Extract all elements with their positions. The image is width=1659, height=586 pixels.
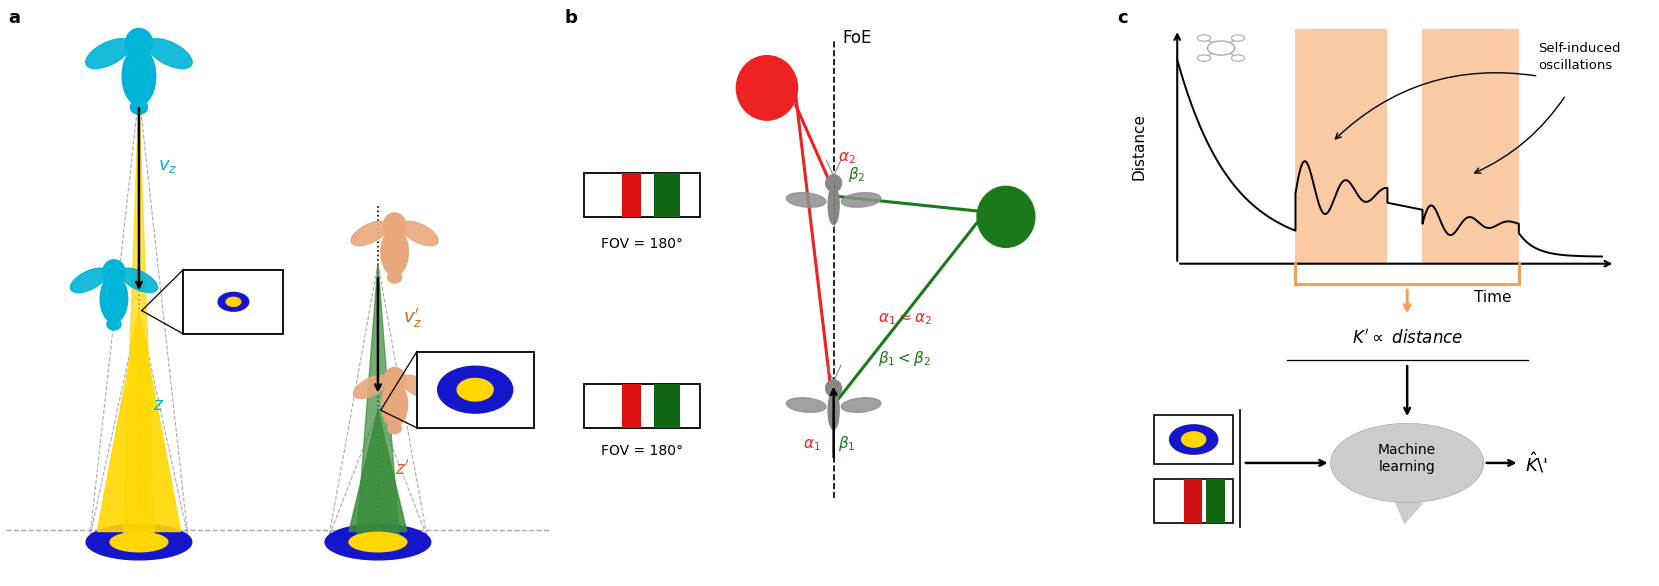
FancyBboxPatch shape <box>1155 479 1233 523</box>
Ellipse shape <box>401 376 436 398</box>
FancyBboxPatch shape <box>584 384 700 428</box>
Ellipse shape <box>131 100 148 114</box>
Ellipse shape <box>353 376 388 398</box>
Text: $v_z$: $v_z$ <box>158 157 178 175</box>
Ellipse shape <box>841 193 881 207</box>
Ellipse shape <box>1231 35 1244 41</box>
Text: a: a <box>8 9 20 27</box>
Ellipse shape <box>1331 423 1483 503</box>
Ellipse shape <box>121 268 158 292</box>
Text: $K' \propto$ distance: $K' \propto$ distance <box>1352 328 1463 347</box>
Circle shape <box>385 367 405 389</box>
Ellipse shape <box>70 268 108 292</box>
Text: $\alpha_1 \approx \alpha_2$: $\alpha_1 \approx \alpha_2$ <box>878 311 932 327</box>
FancyBboxPatch shape <box>654 384 680 428</box>
Ellipse shape <box>123 47 156 105</box>
Ellipse shape <box>86 524 192 560</box>
Circle shape <box>103 260 124 283</box>
Text: Machine
learning: Machine learning <box>1379 442 1437 474</box>
Ellipse shape <box>86 39 131 69</box>
FancyBboxPatch shape <box>1296 29 1387 264</box>
Ellipse shape <box>458 379 493 401</box>
Text: $z$: $z$ <box>153 396 164 414</box>
Ellipse shape <box>388 271 401 283</box>
Ellipse shape <box>828 186 839 224</box>
Ellipse shape <box>382 382 408 427</box>
FancyBboxPatch shape <box>622 384 640 428</box>
FancyBboxPatch shape <box>654 173 680 217</box>
Ellipse shape <box>106 318 121 330</box>
Text: FOV = 180°: FOV = 180° <box>601 237 684 251</box>
Ellipse shape <box>217 292 249 311</box>
Ellipse shape <box>325 524 431 560</box>
FancyBboxPatch shape <box>1185 479 1201 523</box>
Ellipse shape <box>438 366 513 413</box>
Ellipse shape <box>1181 432 1206 447</box>
FancyBboxPatch shape <box>622 173 640 217</box>
Text: FOV = 180°: FOV = 180° <box>601 444 684 458</box>
Polygon shape <box>1394 499 1423 524</box>
Polygon shape <box>98 311 181 532</box>
Text: $\beta_2$: $\beta_2$ <box>848 165 864 184</box>
FancyBboxPatch shape <box>416 352 534 428</box>
Ellipse shape <box>382 228 408 275</box>
Text: $\beta_1 < \beta_2$: $\beta_1 < \beta_2$ <box>878 349 931 369</box>
Text: $\alpha_2$: $\alpha_2$ <box>838 150 856 166</box>
Text: c: c <box>1117 9 1128 27</box>
Ellipse shape <box>1198 35 1211 41</box>
FancyBboxPatch shape <box>184 270 284 334</box>
Circle shape <box>977 186 1035 247</box>
FancyBboxPatch shape <box>1155 415 1233 464</box>
Ellipse shape <box>100 275 128 322</box>
Ellipse shape <box>1231 55 1244 62</box>
Polygon shape <box>357 264 400 535</box>
Circle shape <box>737 56 798 120</box>
Ellipse shape <box>226 297 241 306</box>
Ellipse shape <box>109 532 168 552</box>
Ellipse shape <box>1208 41 1234 55</box>
Text: $\alpha_1$: $\alpha_1$ <box>803 437 821 453</box>
Text: Distance: Distance <box>1131 113 1146 180</box>
FancyBboxPatch shape <box>1206 479 1224 523</box>
Polygon shape <box>123 94 154 539</box>
Text: $\beta_1$: $\beta_1$ <box>838 434 856 454</box>
Circle shape <box>826 175 841 192</box>
Text: Time: Time <box>1473 290 1511 305</box>
Ellipse shape <box>148 39 192 69</box>
Circle shape <box>383 213 405 236</box>
Ellipse shape <box>348 532 406 552</box>
FancyBboxPatch shape <box>584 173 700 217</box>
Ellipse shape <box>828 391 839 430</box>
Text: Self-induced
oscillations: Self-induced oscillations <box>1538 42 1621 73</box>
Polygon shape <box>348 410 406 532</box>
Text: $z'$: $z'$ <box>395 459 410 479</box>
Ellipse shape <box>352 222 388 246</box>
Ellipse shape <box>1170 425 1218 454</box>
Ellipse shape <box>1198 55 1211 62</box>
Text: $\hat{K}$\': $\hat{K}$\' <box>1525 451 1548 475</box>
Ellipse shape <box>786 398 826 413</box>
Text: FoE: FoE <box>843 29 871 47</box>
Text: $v_z'$: $v_z'$ <box>403 306 423 330</box>
Ellipse shape <box>786 193 826 207</box>
Ellipse shape <box>388 423 401 434</box>
Ellipse shape <box>401 222 438 246</box>
FancyBboxPatch shape <box>1422 29 1520 264</box>
Ellipse shape <box>841 398 881 413</box>
Circle shape <box>126 29 153 57</box>
Circle shape <box>826 380 841 397</box>
Text: b: b <box>564 9 577 27</box>
